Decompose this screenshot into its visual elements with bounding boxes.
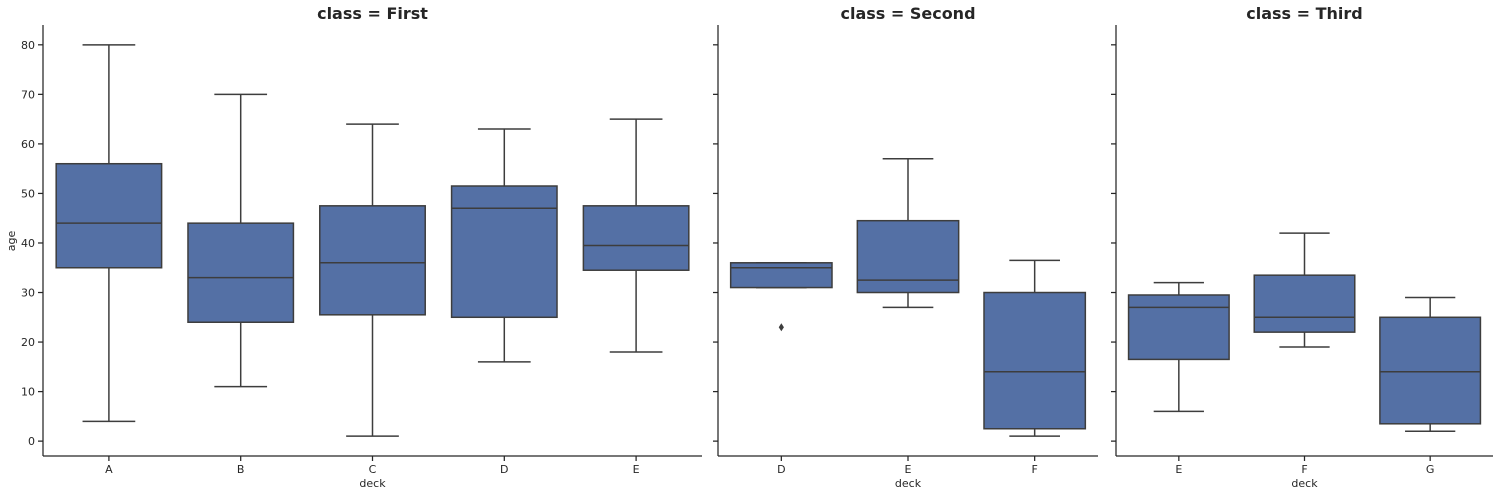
y-tick-label: 50 xyxy=(21,187,35,200)
y-tick-label: 20 xyxy=(21,336,35,349)
box-e xyxy=(856,219,960,294)
x-tick-label: D xyxy=(777,463,785,476)
x-tick-label: A xyxy=(105,463,113,476)
box-c xyxy=(319,205,426,316)
x-tick-label: E xyxy=(633,463,640,476)
y-tick-label: 30 xyxy=(21,287,35,300)
y-tick-label: 70 xyxy=(21,88,35,101)
x-axis-title: deck xyxy=(1291,477,1318,490)
box-e xyxy=(582,205,690,271)
x-tick-label: E xyxy=(905,463,912,476)
y-tick-label: 40 xyxy=(21,237,35,250)
y-axis-title: age xyxy=(5,231,18,252)
panel-title: class = First xyxy=(317,4,428,23)
x-tick-label: D xyxy=(500,463,508,476)
x-tick-label: C xyxy=(369,463,377,476)
box-d xyxy=(450,185,558,319)
x-axis-title: deck xyxy=(895,477,922,490)
x-tick-label: F xyxy=(1301,463,1307,476)
box-a xyxy=(55,162,163,269)
box-d xyxy=(729,262,833,289)
y-tick-label: 60 xyxy=(21,138,35,151)
x-tick-label: B xyxy=(237,463,245,476)
panel-title: class = Third xyxy=(1246,4,1363,23)
x-tick-label: E xyxy=(1175,463,1182,476)
box-b xyxy=(187,222,295,323)
box-g xyxy=(1379,316,1482,425)
x-axis-title: deck xyxy=(359,477,386,490)
box-e xyxy=(1127,294,1230,361)
box-f xyxy=(1253,274,1356,333)
x-tick-label: G xyxy=(1426,463,1435,476)
box-f xyxy=(983,291,1087,430)
outlier-point xyxy=(778,323,784,332)
panel-title: class = Second xyxy=(840,4,975,23)
y-tick-label: 80 xyxy=(21,39,35,52)
x-tick-label: F xyxy=(1032,463,1038,476)
y-tick-label: 0 xyxy=(28,435,35,448)
y-tick-label: 10 xyxy=(21,386,35,399)
